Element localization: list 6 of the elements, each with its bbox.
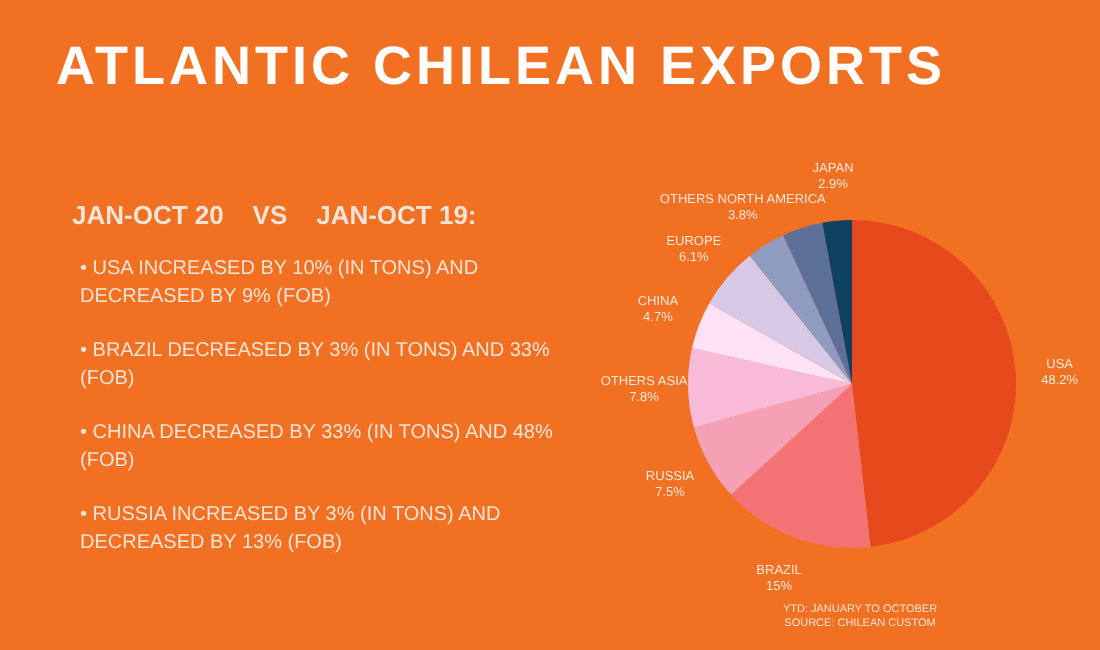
text: JAN-OCT 20 VS JAN-OCT 19: bbox=[72, 200, 477, 230]
chart-title: ATLANTIC CHILEAN EXPORTS bbox=[56, 36, 946, 98]
text: • BRAZIL DECREASED BY 3% (IN TONS) AND 33% (FOB) bbox=[80, 338, 552, 394]
text: • USA INCREASED BY 10% (IN TONS) AND DECREASED BY 9% (FOB) bbox=[80, 256, 481, 312]
text: • CHINA DECREASED BY 33% (IN TONS) AND 48% (FOB) bbox=[80, 420, 555, 476]
text: • RUSSIA INCREASED BY 3% (IN TONS) AND DECREASED BY 13% (FOB) bbox=[80, 502, 503, 558]
